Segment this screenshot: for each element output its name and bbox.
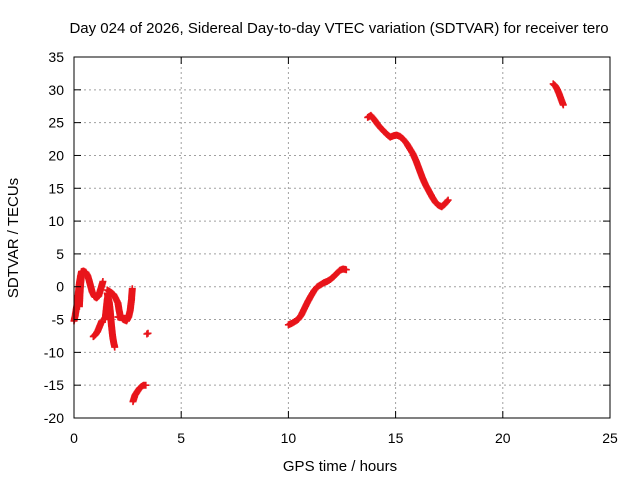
data-series-segment (364, 111, 452, 211)
data-series-segment (129, 381, 150, 406)
y-tick-label: 15 (48, 180, 64, 196)
x-tick-label: 0 (70, 430, 78, 446)
x-axis-title: GPS time / hours (283, 458, 397, 475)
data-series-segment (143, 329, 152, 338)
x-tick-label: 5 (177, 430, 185, 446)
y-tick-label: -15 (44, 377, 64, 393)
y-tick-label: -10 (44, 344, 64, 360)
x-tick-label: 15 (388, 430, 404, 446)
data-points (70, 80, 567, 406)
chart-title: Day 024 of 2026, Sidereal Day-to-day VTE… (69, 20, 608, 37)
x-tick-label: 25 (602, 430, 618, 446)
y-tick-label: 20 (48, 147, 64, 163)
y-tick-label: -5 (52, 312, 65, 328)
data-series-segment (70, 267, 107, 325)
y-axis-title: SDTVAR / TECUs (5, 178, 22, 298)
grid-lines (74, 57, 610, 418)
y-tick-label: 5 (56, 246, 64, 262)
y-tick-label: 30 (48, 82, 64, 98)
data-series-segment (114, 312, 126, 322)
y-tick-label: 0 (56, 279, 64, 295)
data-series-segment (284, 265, 350, 329)
x-tick-label: 20 (495, 430, 511, 446)
y-tick-label: 10 (48, 213, 64, 229)
axis-ticks (73, 56, 611, 419)
x-tick-labels: 0 5 10 15 20 25 (70, 430, 618, 446)
data-series-segment (75, 273, 85, 310)
y-tick-labels: -20 -15 -10 -5 0 5 10 15 20 25 30 35 (44, 49, 64, 426)
data-series-segment (89, 317, 106, 341)
data-series-segment (549, 80, 567, 109)
plot-border (73, 56, 611, 419)
x-tick-label: 10 (281, 430, 297, 446)
y-tick-label: 35 (48, 49, 64, 65)
y-tick-label: -20 (44, 410, 64, 426)
y-tick-label: 25 (48, 115, 64, 131)
